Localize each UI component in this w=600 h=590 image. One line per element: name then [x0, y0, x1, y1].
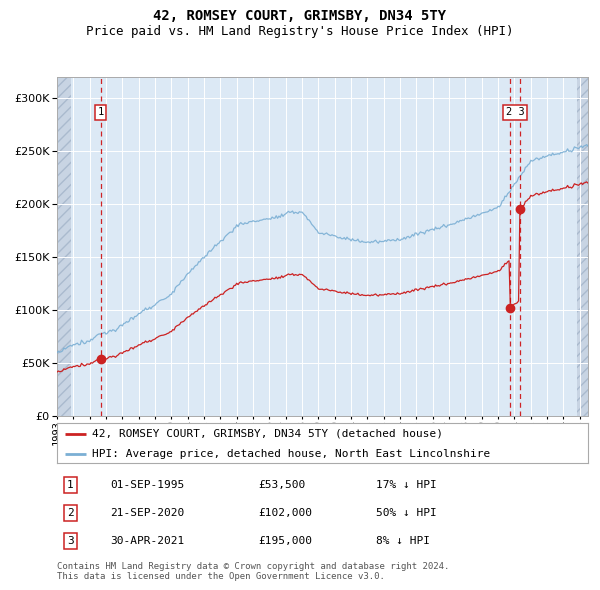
Text: 01-SEP-1995: 01-SEP-1995 — [110, 480, 184, 490]
Text: 2 3: 2 3 — [506, 107, 524, 117]
Text: Contains HM Land Registry data © Crown copyright and database right 2024.
This d: Contains HM Land Registry data © Crown c… — [57, 562, 449, 581]
Text: HPI: Average price, detached house, North East Lincolnshire: HPI: Average price, detached house, Nort… — [92, 450, 490, 460]
Text: 8% ↓ HPI: 8% ↓ HPI — [376, 536, 430, 546]
Text: 1: 1 — [67, 480, 74, 490]
Text: 17% ↓ HPI: 17% ↓ HPI — [376, 480, 436, 490]
Bar — [577, 77, 588, 416]
Text: £53,500: £53,500 — [259, 480, 306, 490]
Text: 30-APR-2021: 30-APR-2021 — [110, 536, 184, 546]
Text: 2: 2 — [67, 507, 74, 517]
Text: 50% ↓ HPI: 50% ↓ HPI — [376, 507, 436, 517]
Text: 42, ROMSEY COURT, GRIMSBY, DN34 5TY: 42, ROMSEY COURT, GRIMSBY, DN34 5TY — [154, 9, 446, 23]
Text: £195,000: £195,000 — [259, 536, 313, 546]
Text: 1: 1 — [97, 107, 104, 117]
Text: 3: 3 — [67, 536, 74, 546]
Bar — [57, 77, 71, 416]
Text: £102,000: £102,000 — [259, 507, 313, 517]
Text: 21-SEP-2020: 21-SEP-2020 — [110, 507, 184, 517]
Text: Price paid vs. HM Land Registry's House Price Index (HPI): Price paid vs. HM Land Registry's House … — [86, 25, 514, 38]
Text: 42, ROMSEY COURT, GRIMSBY, DN34 5TY (detached house): 42, ROMSEY COURT, GRIMSBY, DN34 5TY (det… — [92, 429, 443, 439]
